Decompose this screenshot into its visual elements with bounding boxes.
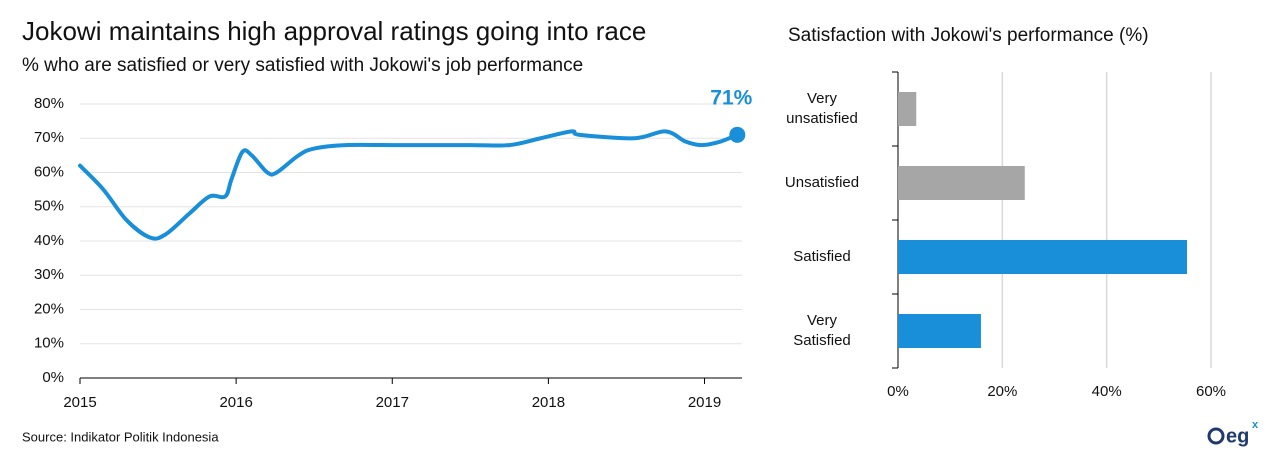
bar xyxy=(898,240,1188,274)
logo-mark: x xyxy=(1252,419,1259,431)
bar-chart-title: Satisfaction with Jokowi's performance (… xyxy=(788,25,1149,46)
x-tick-label: 2019 xyxy=(688,394,721,411)
bar xyxy=(898,166,1025,200)
category-label: Unsatisfied xyxy=(784,174,860,191)
x-tick-label: 60% xyxy=(1196,383,1226,400)
x-tick-label: 2015 xyxy=(63,394,96,411)
value-label: 71% xyxy=(710,86,752,109)
x-tick-label: 2018 xyxy=(532,394,565,411)
logo-icon xyxy=(1207,427,1225,445)
bar xyxy=(898,314,981,348)
source: Source: Indikator Politik Indonesia xyxy=(22,429,219,444)
y-tick-label: 70% xyxy=(34,129,64,146)
bar xyxy=(898,92,917,126)
x-tick-label: 2016 xyxy=(219,394,252,411)
y-tick-label: 80% xyxy=(34,95,64,112)
chart-subtitle: % who are satisfied or very satisfied wi… xyxy=(22,55,583,76)
category-label: Very unsatisfied xyxy=(786,90,858,127)
x-tick-label: 0% xyxy=(887,383,909,400)
y-tick-label: 40% xyxy=(34,232,64,249)
logo: eg xyxy=(1226,425,1249,447)
end-point xyxy=(729,126,746,143)
x-tick-label: 2017 xyxy=(376,394,409,411)
line xyxy=(78,129,740,241)
y-tick-label: 20% xyxy=(34,300,64,317)
chart-title: Jokowi maintains high approval ratings g… xyxy=(22,16,646,46)
y-tick-label: 50% xyxy=(34,198,64,215)
category-label: Very Satisfied xyxy=(793,312,851,349)
x-tick-label: 20% xyxy=(987,383,1017,400)
y-tick-label: 0% xyxy=(42,369,64,386)
category-label: Satisfied xyxy=(793,248,851,265)
y-tick-label: 60% xyxy=(34,163,64,180)
y-tick-label: 10% xyxy=(34,335,64,352)
y-tick-label: 30% xyxy=(34,266,64,283)
x-tick-label: 40% xyxy=(1092,383,1122,400)
